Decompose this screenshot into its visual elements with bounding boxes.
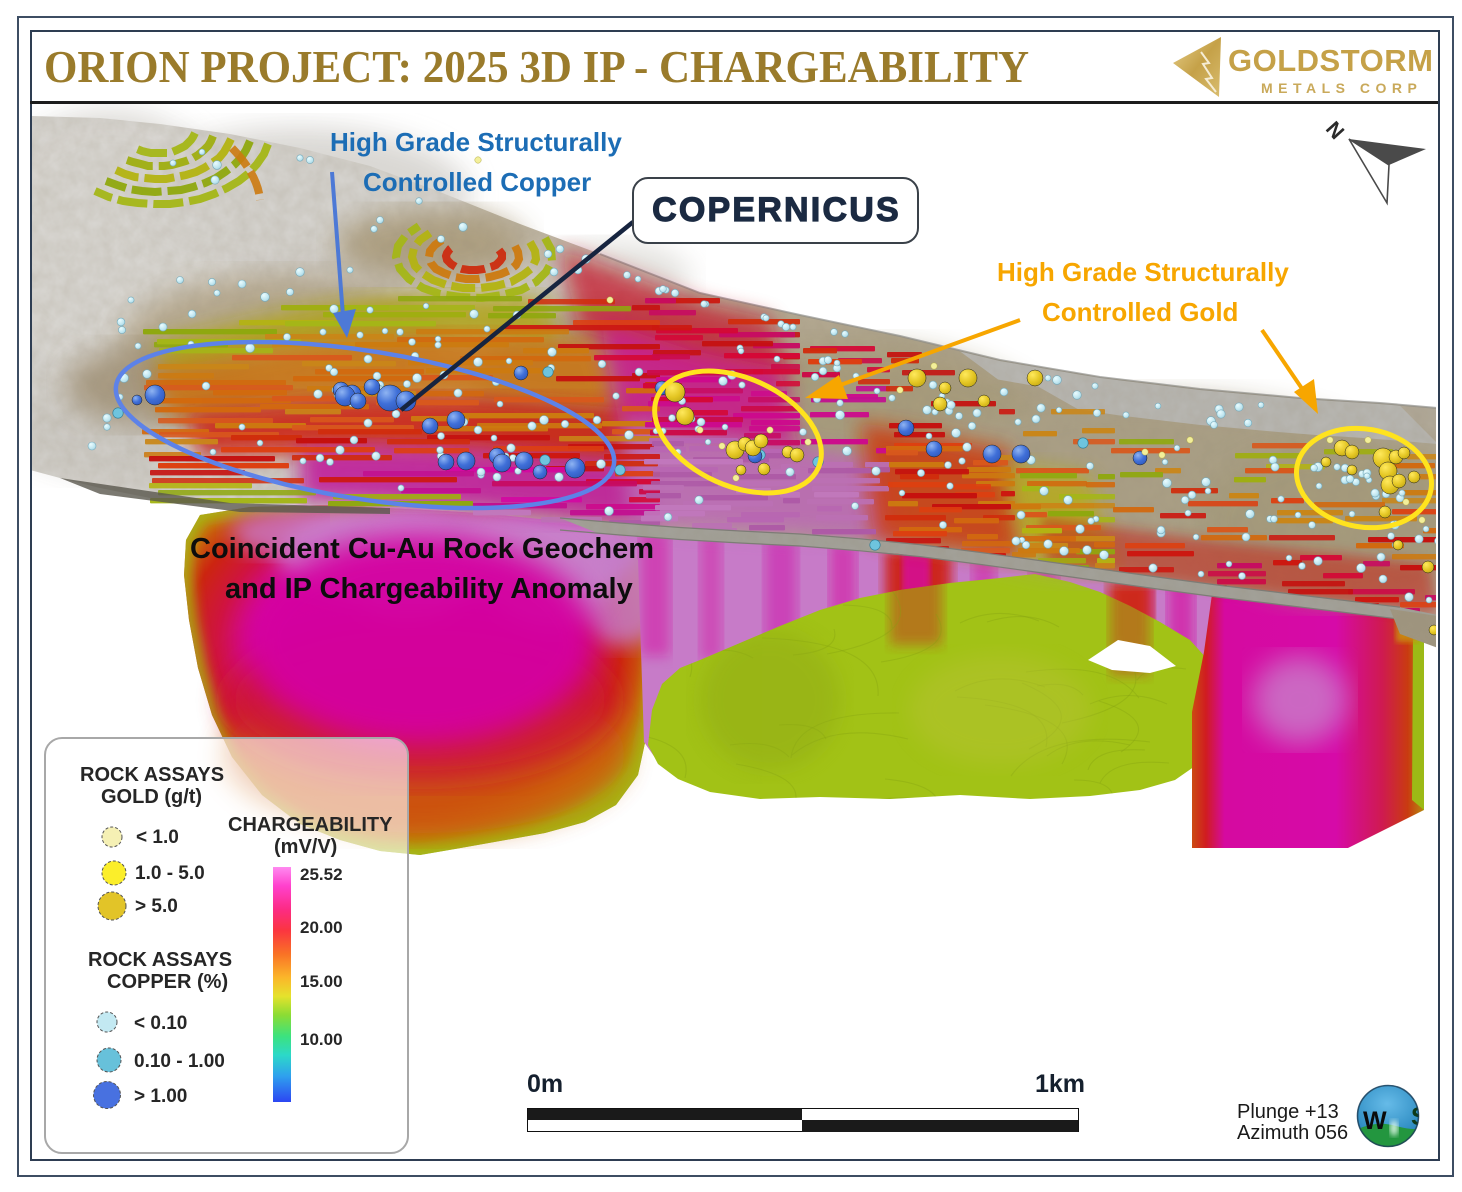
svg-text:METALS CORP: METALS CORP [1261, 80, 1422, 96]
svg-text:S: S [1411, 1103, 1428, 1131]
svg-text:GOLDSTORM: GOLDSTORM [1228, 43, 1433, 78]
svg-text:W: W [1363, 1107, 1387, 1135]
svg-text:N: N [1321, 117, 1348, 144]
